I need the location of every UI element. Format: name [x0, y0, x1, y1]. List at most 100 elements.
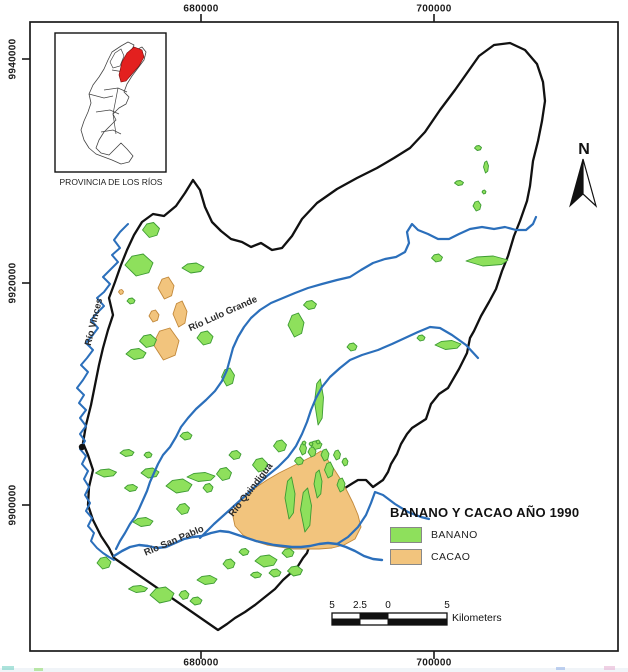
banana-field	[287, 312, 305, 338]
banana-field	[434, 340, 462, 350]
banana-polygons	[95, 145, 509, 606]
banana-field	[299, 442, 307, 456]
banana-field	[124, 253, 154, 277]
banana-field	[202, 483, 214, 493]
banana-field	[431, 253, 443, 263]
banana-field	[268, 568, 282, 578]
banana-field	[178, 590, 190, 600]
legend-item-banano: BANANO	[390, 527, 579, 543]
banana-field	[125, 348, 147, 360]
banana-field	[196, 575, 218, 585]
north-arrow-icon	[569, 158, 598, 208]
banana-field	[346, 342, 358, 352]
banana-field	[250, 571, 262, 579]
inset-highlight-canton	[118, 46, 145, 83]
banana-field	[179, 431, 193, 441]
legend-label-cacao: CACAO	[431, 551, 471, 563]
banana-field	[254, 554, 278, 568]
banana-field	[119, 449, 135, 457]
cacao-field	[172, 300, 188, 328]
frame-ticks	[22, 14, 435, 659]
banana-field	[149, 586, 175, 604]
north-arrow-label: N	[578, 141, 590, 158]
banana-field	[139, 334, 157, 348]
banana-field	[301, 440, 307, 446]
scalebar-label-2-5: 2.5	[353, 600, 367, 611]
banana-field	[308, 441, 314, 447]
artifact-speck	[2, 666, 14, 670]
banana-field	[126, 297, 136, 305]
legend-item-cacao: CACAO	[390, 549, 579, 565]
banana-field	[341, 457, 349, 467]
banana-field	[238, 548, 250, 556]
banana-field	[128, 585, 148, 593]
easting-label-bottom-680000: 680000	[183, 657, 219, 669]
scalebar-unit: Kilometers	[452, 612, 502, 624]
banana-field	[189, 596, 203, 606]
artifact-speck	[604, 666, 615, 670]
banana-field	[216, 467, 232, 481]
banana-field	[222, 558, 236, 570]
banana-field	[165, 478, 193, 494]
banana-field	[132, 517, 154, 527]
easting-label-top-680000: 680000	[183, 3, 219, 15]
artifact-strip	[0, 668, 628, 672]
cacao-field	[152, 327, 180, 361]
banana-field	[186, 472, 216, 482]
banana-field	[294, 456, 304, 466]
cacao-field	[148, 309, 160, 323]
banana-field	[474, 145, 482, 151]
banana-field	[252, 457, 268, 473]
scalebar-label-0: 0	[385, 600, 391, 611]
banana-field	[196, 330, 214, 346]
cacao-field	[157, 276, 175, 300]
banana-field	[472, 200, 482, 212]
river-outlet	[335, 490, 431, 546]
legend: BANANO Y CACAO AÑO 1990 BANANO CACAO	[390, 505, 579, 571]
banana-field	[143, 451, 153, 459]
cacao-field	[118, 289, 124, 295]
banana-field	[483, 160, 489, 174]
banana-field	[307, 446, 317, 458]
banana-field	[416, 334, 426, 342]
banana-field	[313, 469, 323, 499]
banana-field	[284, 476, 296, 520]
banana-field	[315, 439, 321, 445]
legend-title: BANANO Y CACAO AÑO 1990	[390, 505, 580, 520]
banana-field	[300, 487, 312, 533]
banana-field	[95, 468, 117, 478]
river-lulo-grande	[114, 215, 538, 551]
banana-field	[176, 503, 190, 515]
river-vinces	[76, 223, 129, 561]
inset-caption: PROVINCIA DE LOS RÍOS	[59, 177, 163, 187]
cacao-swatch-icon	[390, 549, 422, 565]
rivers	[76, 215, 538, 562]
banana-field	[333, 449, 341, 461]
scalebar	[331, 612, 448, 626]
banana-field	[96, 556, 112, 570]
boundary-knot	[78, 443, 86, 451]
artifact-speck	[556, 667, 565, 670]
legend-label-banano: BANANO	[431, 529, 478, 541]
banana-field	[142, 222, 160, 238]
inset-canton-borders	[88, 48, 132, 135]
banana-field	[481, 189, 487, 195]
river-quindigua	[198, 325, 480, 540]
banana-field	[465, 255, 509, 267]
scalebar-label-5-right: 5	[444, 600, 450, 611]
banana-field	[228, 450, 242, 460]
artifact-speck	[34, 668, 43, 671]
northing-label-9940000: 9940000	[7, 38, 19, 80]
banana-swatch-icon	[390, 527, 422, 543]
easting-label-top-700000: 700000	[416, 3, 452, 15]
banana-field	[287, 565, 303, 577]
banana-field	[181, 262, 205, 274]
banana-field	[281, 548, 295, 558]
easting-label-bottom-700000: 700000	[416, 657, 452, 669]
scalebar-label-5-left: 5	[329, 600, 335, 611]
banana-field	[273, 439, 287, 453]
northing-label-9900000: 9900000	[7, 484, 19, 526]
inset-map	[54, 32, 167, 173]
